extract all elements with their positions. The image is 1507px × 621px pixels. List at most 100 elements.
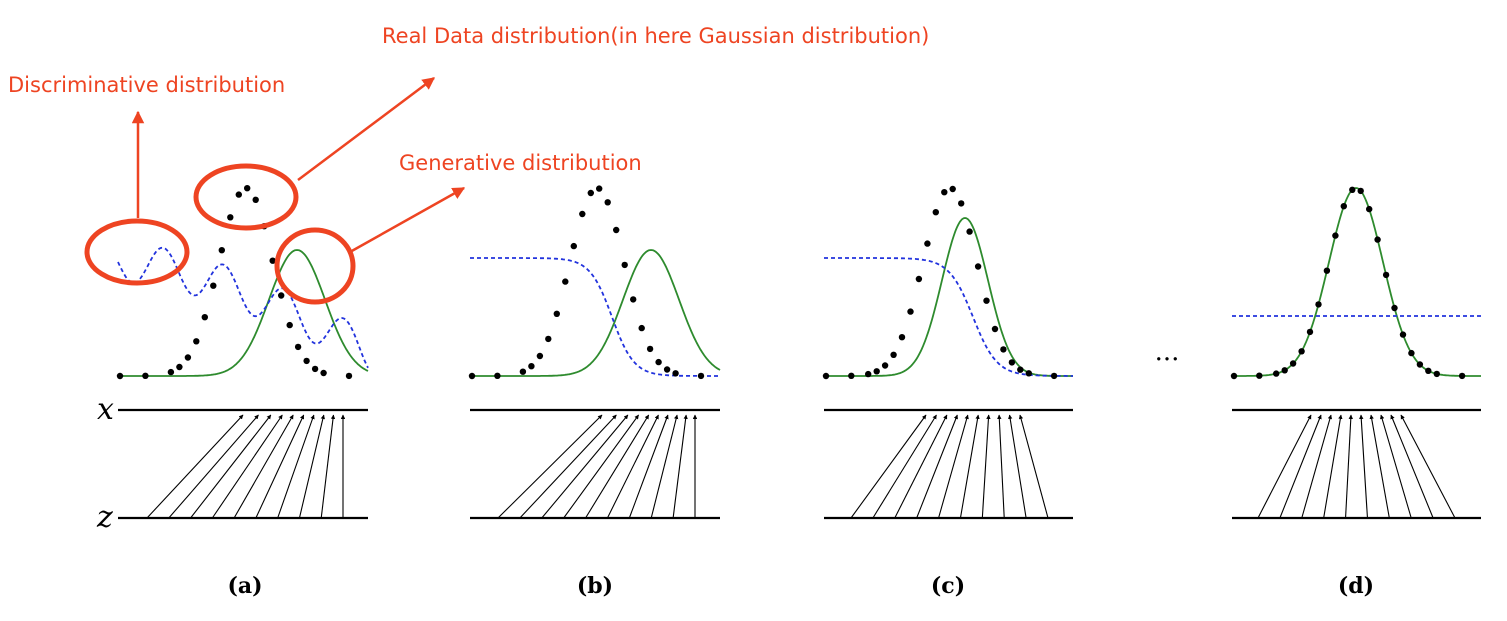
panel-d: [1230, 186, 1481, 520]
real-data-point: [528, 363, 535, 370]
panel-label-d: (d): [1338, 573, 1374, 599]
mapping-arrow: [1345, 414, 1353, 519]
real-data-point: [941, 189, 948, 196]
mapping-arrow: [872, 414, 937, 519]
real-data-point: [596, 185, 603, 192]
mapping-arrow: [255, 414, 305, 519]
real-data-point: [621, 261, 628, 269]
mapping-arrow: [1380, 414, 1412, 519]
real-data-point: [579, 210, 586, 218]
real-data-point: [881, 362, 889, 369]
real-data-point: [1306, 328, 1314, 336]
mapping-arrow: [298, 414, 325, 519]
mapping-arrow: [233, 414, 294, 519]
generative-annotation: Generative distribution: [399, 151, 642, 175]
real-data-point: [1230, 372, 1238, 380]
real-data-point: [142, 372, 149, 379]
real-data-point: [1399, 331, 1407, 338]
mapping-arrow: [606, 414, 659, 519]
real-data-point: [983, 297, 990, 304]
real-data-point: [958, 200, 965, 207]
real-data-point: [646, 345, 654, 353]
mapping-arrow: [1008, 414, 1027, 519]
real-data-point: [865, 370, 872, 378]
real-data-point: [227, 214, 234, 221]
real-data-point: [1458, 372, 1466, 380]
real-data-point: [1281, 367, 1288, 374]
mapping-arrow: [1018, 414, 1049, 519]
generative-distribution-curve: [1232, 187, 1481, 377]
real-data-point: [278, 292, 285, 299]
mapping-arrow: [519, 414, 617, 519]
panel-b: [468, 185, 721, 520]
mapping-arrow: [563, 414, 639, 519]
real-data-point: [1366, 205, 1373, 213]
mapping-arrow: [672, 414, 688, 519]
real-data-point: [1025, 370, 1033, 377]
real-data-point: [468, 372, 476, 380]
panel-label-c: (c): [931, 573, 965, 599]
real-data-point: [1340, 203, 1348, 210]
real-data-point: [1323, 267, 1331, 274]
real-data-point: [235, 191, 242, 198]
real-data-point: [1298, 348, 1305, 355]
discriminative-distribution-curve: [824, 257, 1073, 377]
mapping-arrow: [981, 414, 991, 519]
real-data-point: [655, 358, 662, 366]
generative-distribution-curve: [824, 217, 1073, 377]
generative-highlight-ellipse: [274, 227, 356, 305]
real-data-point: [1256, 372, 1263, 379]
real-data-point: [1433, 370, 1441, 378]
generative-distribution-curve: [470, 249, 721, 377]
real-data-point: [294, 343, 302, 351]
real-data-point: [966, 228, 973, 235]
real-data-point: [949, 185, 956, 193]
real-data-point: [176, 363, 183, 371]
real-data-point: [848, 372, 855, 379]
panels: [116, 185, 1481, 520]
real-data-point: [1017, 366, 1024, 373]
real-data-point: [907, 308, 914, 315]
real-data-point: [1050, 372, 1058, 380]
mapping-arrow: [1323, 414, 1343, 519]
real-data-point: [1357, 187, 1364, 195]
real-data-point: [1315, 301, 1322, 308]
real-data-point: [932, 209, 939, 216]
real-data-point: [311, 365, 319, 373]
real-data-point: [638, 324, 645, 332]
real-data-point: [536, 352, 544, 360]
real-data-point: [562, 278, 569, 285]
real-data-arrow: [297, 77, 435, 181]
real-data-highlight-ellipse: [193, 163, 299, 231]
real-data-point: [553, 310, 560, 317]
real-data-point: [924, 240, 931, 247]
real-data-point: [1008, 359, 1016, 366]
real-data-point: [974, 263, 982, 270]
ellipsis: ...: [1155, 337, 1180, 367]
generative-arrow: [349, 186, 466, 254]
real-data-point: [184, 354, 192, 361]
real-data-point: [167, 368, 175, 376]
discriminative-distribution-curve: [117, 246, 369, 369]
real-data-point: [116, 372, 124, 380]
real-data-point: [890, 351, 897, 358]
real-data-point: [672, 370, 679, 377]
real-data-point: [1273, 370, 1280, 377]
real-data-point: [269, 257, 276, 264]
real-data-point: [630, 296, 637, 303]
real-data-point: [1391, 304, 1398, 312]
real-data-point: [193, 338, 200, 345]
real-data-point: [1289, 360, 1297, 367]
mapping-arrow: [277, 414, 315, 519]
real-data-point: [1408, 349, 1415, 357]
real-data-point: [1374, 236, 1381, 243]
real-data-point: [604, 199, 611, 206]
real-data-point: [320, 369, 327, 377]
real-data-point: [545, 335, 552, 343]
mapping-arrow: [497, 414, 603, 519]
real-data-point: [252, 196, 259, 203]
mapping-arrow: [894, 414, 948, 519]
real-data-point: [303, 357, 310, 365]
mapping-arrow: [1301, 414, 1333, 519]
